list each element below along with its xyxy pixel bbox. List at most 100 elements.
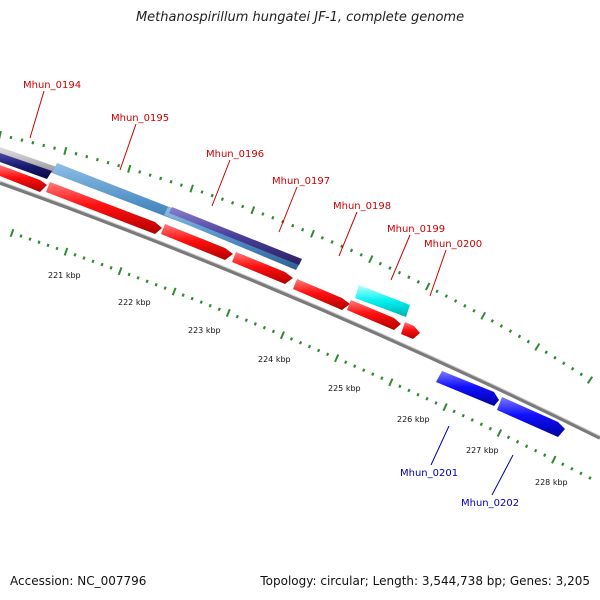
minor-tick <box>190 296 194 301</box>
minor-tick <box>301 227 305 232</box>
minor-tick <box>517 334 522 339</box>
outer-tick-arc <box>0 130 594 384</box>
minor-tick <box>479 422 483 427</box>
minor-tick <box>100 262 104 267</box>
gene-label[interactable]: Mhun_0202 <box>461 498 519 509</box>
minor-tick <box>416 279 420 284</box>
major-tick <box>250 206 256 215</box>
gene-label[interactable]: Mhun_0196 <box>206 149 264 160</box>
cds-arrow-reverse[interactable] <box>497 397 565 437</box>
minor-tick <box>434 401 438 405</box>
minor-tick <box>109 266 113 270</box>
minor-tick <box>506 435 511 440</box>
gene-label[interactable]: Mhun_0194 <box>23 80 81 91</box>
minor-tick <box>579 372 584 377</box>
cds-arrow-forward[interactable] <box>401 322 420 339</box>
minor-tick <box>316 348 321 353</box>
feature-band-cyan <box>355 285 410 317</box>
kbp-scale-labels: 221 kbp 222 kbp 223 kbp 224 kbp 225 kbp … <box>48 271 568 487</box>
kbp-label: 225 kbp <box>328 384 361 393</box>
minor-tick <box>145 279 149 284</box>
minor-tick <box>55 246 59 251</box>
minor-tick <box>19 234 23 238</box>
minor-tick <box>217 307 221 312</box>
minor-tick <box>106 160 110 165</box>
kbp-label: 228 kbp <box>535 478 568 487</box>
cds-arrow-forward[interactable] <box>0 165 47 192</box>
minor-tick <box>524 444 529 449</box>
minor-tick <box>499 324 504 328</box>
minor-tick <box>526 339 531 344</box>
minor-tick <box>208 303 212 308</box>
minor-tick <box>179 183 183 187</box>
minor-tick <box>138 170 142 174</box>
minor-tick <box>330 240 334 244</box>
accession-text: Accession: NC_007796 <box>10 574 147 588</box>
minor-tick <box>570 466 574 471</box>
reverse-cds-track <box>436 371 565 437</box>
cds-arrow-reverse[interactable] <box>436 371 499 406</box>
minor-tick <box>82 256 86 260</box>
major-tick <box>496 428 503 438</box>
major-tick <box>279 331 285 340</box>
minor-tick <box>220 197 224 201</box>
minor-tick <box>435 289 439 294</box>
gene-label[interactable]: Mhun_0195 <box>111 113 169 124</box>
minor-tick <box>46 243 50 248</box>
minor-tick <box>20 138 24 142</box>
genome-backbone <box>0 181 600 440</box>
minor-tick <box>453 299 458 303</box>
minor-tick <box>472 308 476 313</box>
minor-tick <box>490 319 494 323</box>
major-tick <box>189 184 194 193</box>
minor-tick <box>163 286 167 290</box>
kbp-label: 222 kbp <box>118 298 151 307</box>
minor-tick <box>452 409 456 414</box>
map-title: Methanospirillum hungatei JF-1, complete… <box>135 10 465 25</box>
major-tick <box>171 287 177 296</box>
major-tick <box>310 229 315 238</box>
minor-tick <box>95 157 99 162</box>
major-tick <box>442 403 448 412</box>
cds-arrow-forward[interactable] <box>293 279 350 310</box>
minor-tick <box>444 294 448 298</box>
minor-tick <box>397 270 402 275</box>
minor-tick <box>579 471 583 476</box>
cds-arrow-forward[interactable] <box>161 224 233 260</box>
cds-arrow-forward[interactable] <box>232 252 293 284</box>
gene-label[interactable]: Mhun_0201 <box>400 468 458 479</box>
genome-backbone-highlight <box>0 180 600 437</box>
minor-tick <box>74 152 78 156</box>
minor-tick <box>91 259 95 264</box>
gene-label[interactable]: Mhun_0198 <box>333 201 391 212</box>
minor-tick <box>85 154 89 159</box>
minor-tick <box>325 352 330 357</box>
minor-tick <box>378 261 382 266</box>
minor-tick <box>380 376 384 381</box>
minor-tick <box>570 366 575 371</box>
cds-arrow-forward[interactable] <box>46 182 162 234</box>
minor-tick <box>561 462 565 467</box>
kbp-label: 223 kbp <box>188 326 221 335</box>
minor-tick <box>388 266 392 270</box>
minor-tick <box>262 325 267 330</box>
gene-label[interactable]: Mhun_0197 <box>272 176 330 187</box>
kbp-label: 227 kbp <box>466 446 499 455</box>
cds-arrow-forward[interactable] <box>347 300 401 330</box>
minor-tick <box>588 476 592 480</box>
minor-tick <box>425 396 429 401</box>
gene-label[interactable]: Mhun_0199 <box>387 224 445 235</box>
minor-tick <box>416 392 420 397</box>
minor-tick <box>562 361 566 366</box>
major-tick <box>9 228 15 238</box>
minor-tick <box>117 163 121 168</box>
kbp-label: 221 kbp <box>48 271 81 280</box>
minor-tick <box>9 135 13 140</box>
forward-cds-track <box>0 165 420 339</box>
feature-band-indigo <box>169 207 302 265</box>
minor-tick <box>362 368 366 372</box>
minor-tick <box>200 190 204 194</box>
minor-tick <box>37 240 41 244</box>
gene-label[interactable]: Mhun_0200 <box>424 239 482 250</box>
